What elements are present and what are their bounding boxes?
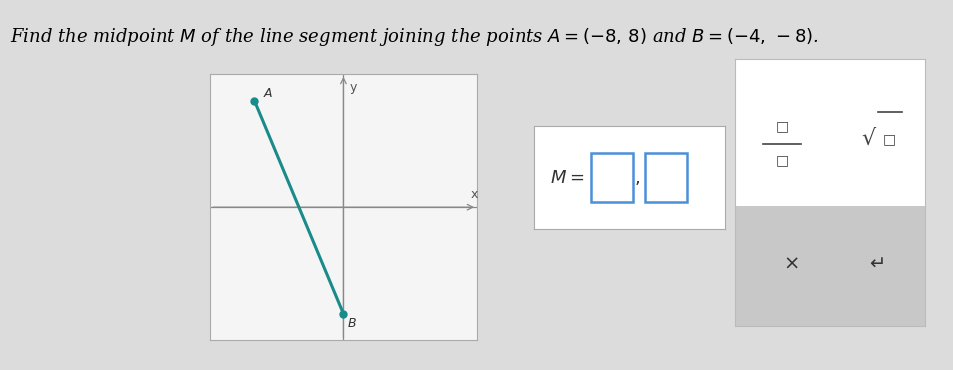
Text: ,: ,: [634, 169, 639, 186]
Text: y: y: [350, 81, 357, 94]
Text: □: □: [882, 132, 895, 146]
Bar: [734, 59, 924, 206]
Text: A: A: [263, 87, 272, 100]
Bar: [591, 153, 633, 202]
Text: √: √: [861, 129, 874, 149]
Text: ↵: ↵: [868, 255, 885, 274]
Bar: [734, 206, 924, 326]
Bar: [644, 153, 686, 202]
Text: ×: ×: [782, 255, 800, 274]
Text: □: □: [775, 119, 788, 133]
Text: x: x: [470, 188, 477, 201]
Text: Find the midpoint $M$ of the line segment joining the points $A = (-8,\, 8)$ and: Find the midpoint $M$ of the line segmen…: [10, 26, 818, 48]
Text: B: B: [348, 317, 356, 330]
Text: □: □: [775, 154, 788, 168]
Text: $M=$: $M=$: [549, 169, 583, 186]
